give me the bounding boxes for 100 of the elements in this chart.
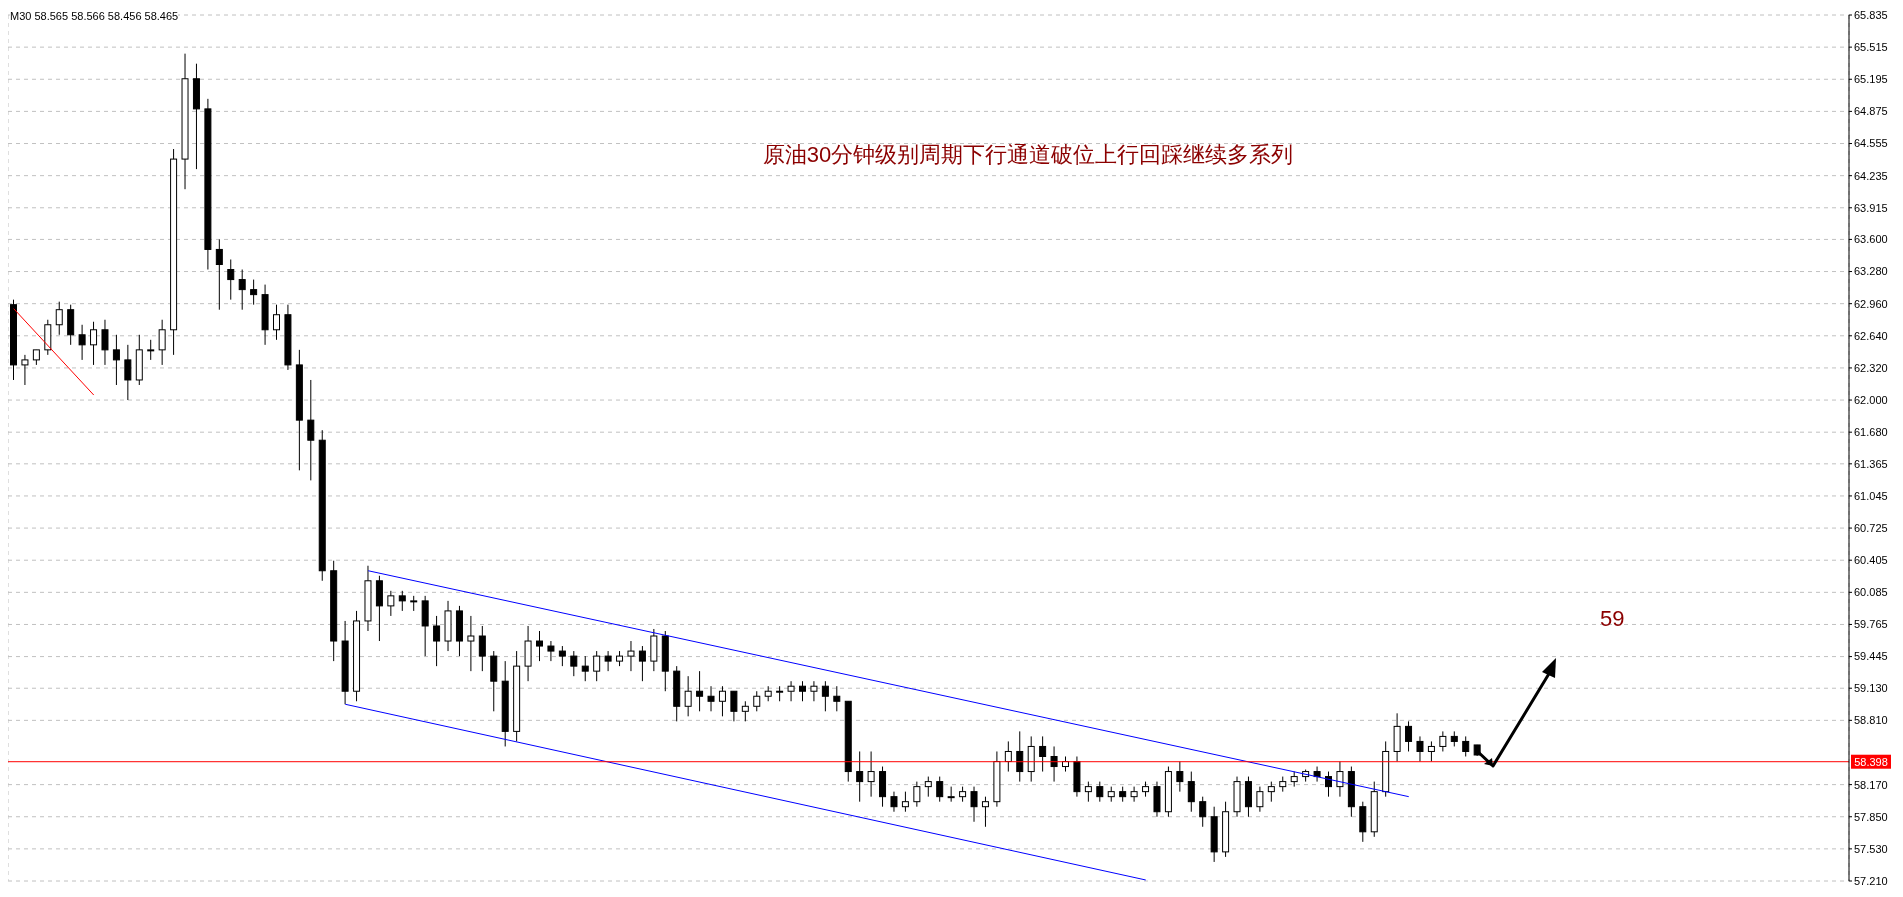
candlestick <box>730 690 738 722</box>
candlestick <box>467 615 475 672</box>
candlestick <box>1336 761 1344 798</box>
candlestick <box>1199 796 1207 828</box>
candlestick <box>833 685 841 712</box>
candlestick <box>1405 720 1413 752</box>
y-tick-label: 57.530 <box>1854 842 1888 855</box>
candlestick <box>936 776 944 803</box>
candlestick <box>536 630 543 662</box>
candlestick <box>753 690 761 712</box>
candlestick <box>1256 786 1264 813</box>
y-tick-label: 62.320 <box>1854 361 1888 374</box>
candlestick <box>1016 730 1024 783</box>
candlestick <box>1427 740 1435 763</box>
candlestick <box>90 321 98 366</box>
candlestick <box>810 680 818 702</box>
y-tick-label: 63.280 <box>1854 265 1888 278</box>
candlestick <box>215 238 223 311</box>
y-tick-label: 63.915 <box>1854 201 1888 214</box>
y-tick-label: 60.725 <box>1854 521 1888 534</box>
candlestick <box>238 269 246 311</box>
candlestick <box>1084 781 1092 803</box>
candlestick <box>593 650 601 682</box>
candlestick <box>1004 740 1012 773</box>
candlestick <box>570 650 578 677</box>
y-tick-label: 59.130 <box>1854 682 1888 695</box>
candlestick <box>78 324 86 361</box>
candlestick <box>1416 735 1424 763</box>
ref-line-label: 58.398 <box>1854 755 1888 768</box>
y-tick-label: 65.835 <box>1854 8 1888 21</box>
candlestick <box>627 640 635 672</box>
candlestick <box>547 640 555 662</box>
candlestick <box>101 319 109 366</box>
y-tick-label: 61.045 <box>1854 489 1888 502</box>
candlestick <box>970 786 978 823</box>
candlestick <box>924 776 932 798</box>
y-tick-label: 59.765 <box>1854 618 1888 631</box>
candlestick <box>821 680 829 712</box>
y-tick-label: 62.000 <box>1854 393 1888 406</box>
candlestick <box>718 685 726 717</box>
candlestick <box>1267 781 1275 803</box>
candlestick <box>1096 781 1104 803</box>
candlestick <box>638 645 646 682</box>
y-tick-label: 65.515 <box>1854 41 1888 54</box>
y-tick-label: 61.365 <box>1854 457 1888 470</box>
y-tick-label: 58.170 <box>1854 778 1888 791</box>
candlestick <box>1039 735 1047 773</box>
candlestick <box>799 680 806 702</box>
candlestick <box>901 791 909 813</box>
candlestick <box>1439 730 1447 752</box>
y-tick-label: 62.640 <box>1854 329 1888 342</box>
candlestick <box>856 750 864 803</box>
y-tick-label: 64.555 <box>1854 137 1888 150</box>
candlestick <box>741 700 749 722</box>
candlestick <box>890 791 898 813</box>
candlestick <box>55 301 63 336</box>
y-tick-label: 61.680 <box>1854 426 1888 439</box>
candlestick <box>1176 761 1184 793</box>
candlestick <box>684 675 692 717</box>
candlestick <box>147 339 155 361</box>
y-tick-label: 60.405 <box>1854 554 1888 567</box>
candlestick <box>913 781 921 808</box>
y-tick-label: 59.445 <box>1854 650 1888 663</box>
chart-subtitle: M30 58.565 58.566 58.456 58.465 <box>10 10 179 22</box>
candlestick <box>21 354 29 386</box>
candlestick <box>158 319 166 366</box>
y-tick-label: 64.875 <box>1854 105 1888 118</box>
candlestick <box>581 655 589 682</box>
y-tick-label: 64.235 <box>1854 169 1888 182</box>
candlestick <box>604 650 612 672</box>
candlestick <box>707 685 715 712</box>
candlestick <box>398 590 406 612</box>
candlestick <box>124 344 132 401</box>
text: 原油30分钟级别周期下行通道破位上行回踩继续多系列 <box>761 141 1295 169</box>
candlestick <box>558 645 566 667</box>
candlestick <box>227 258 235 301</box>
candlestick <box>981 796 989 828</box>
candlestick <box>1130 786 1138 803</box>
candlestick <box>387 590 395 617</box>
candlestick <box>433 615 441 667</box>
y-tick-label: 57.850 <box>1854 810 1888 823</box>
candlestick <box>273 304 280 341</box>
candlestick <box>867 750 875 798</box>
candlestick <box>250 279 258 306</box>
candlestick <box>478 625 486 672</box>
annotation: 59 <box>1600 606 1625 632</box>
y-tick-label: 63.600 <box>1854 233 1888 246</box>
y-tick-label: 65.195 <box>1854 73 1888 86</box>
candlestick <box>1462 735 1470 757</box>
y-tick-label: 57.210 <box>1854 874 1888 887</box>
y-tick-label: 62.960 <box>1854 297 1888 310</box>
candlestick <box>696 670 704 712</box>
candlestick <box>1050 745 1058 783</box>
candlestick <box>307 379 315 481</box>
candlestick <box>787 680 795 702</box>
candlestick <box>1187 771 1195 813</box>
candlestick <box>112 334 120 386</box>
candlestick <box>1313 766 1321 783</box>
y-tick-label: 58.810 <box>1854 714 1888 727</box>
y-tick-label: 60.085 <box>1854 586 1888 599</box>
